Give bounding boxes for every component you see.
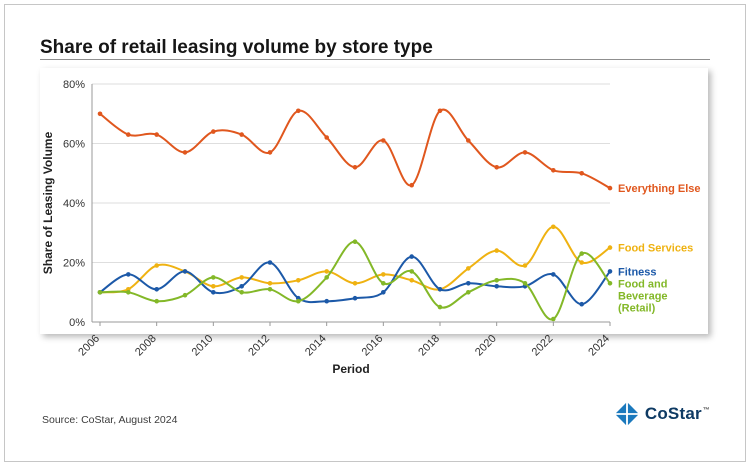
- x-tick-label: 2018: [416, 333, 442, 359]
- series-point-everything-else: [466, 138, 471, 143]
- series-point-food-services: [466, 266, 471, 271]
- series-point-fitness: [154, 287, 159, 292]
- y-tick-label: 0%: [69, 317, 85, 329]
- source-note: Source: CoStar, August 2024: [42, 414, 178, 426]
- series-point-food-and-beverage-retail: [324, 275, 330, 280]
- series-point-food-services: [352, 281, 358, 286]
- series-point-everything-else: [381, 138, 386, 143]
- series-point-food-and-beverage-retail: [211, 275, 216, 280]
- y-tick-label: 60%: [63, 139, 85, 151]
- series-point-food-and-beverage-retail: [296, 298, 301, 304]
- series-point-fitness: [607, 269, 613, 274]
- series-line-everything-else: [99, 108, 611, 189]
- x-tick-label: 2014: [303, 333, 329, 359]
- series-point-food-services: [607, 245, 613, 250]
- series-point-food-and-beverage-retail: [352, 239, 358, 244]
- series-point-food-and-beverage-retail: [154, 298, 159, 304]
- series-point-everything-else: [97, 111, 103, 117]
- series-point-fitness: [551, 272, 556, 277]
- series-point-fitness: [352, 295, 358, 301]
- y-tick-label: 80%: [63, 79, 85, 91]
- series-point-food-services: [494, 248, 500, 253]
- series-point-everything-else: [551, 168, 556, 173]
- series-point-food-and-beverage-retail: [182, 292, 188, 298]
- series-point-everything-else: [522, 150, 528, 155]
- series-point-food-services: [324, 269, 330, 274]
- series-point-food-services: [522, 263, 528, 268]
- x-tick-label: 2024: [586, 333, 612, 359]
- series-point-food-and-beverage-retail: [267, 287, 273, 292]
- x-tick-label: 2006: [76, 333, 102, 359]
- series-point-food-and-beverage-retail: [522, 281, 528, 286]
- x-tick-label: 2016: [360, 333, 386, 359]
- series-point-everything-else: [154, 132, 159, 137]
- series-point-food-and-beverage-retail: [381, 281, 386, 286]
- series-point-food-services: [381, 272, 386, 277]
- series-label-food-and-beverage-retail: Food and Beverage (Retail): [618, 278, 668, 314]
- series-point-food-and-beverage-retail: [579, 251, 584, 256]
- series-label-food-services: Food Services: [618, 243, 693, 255]
- series-point-food-and-beverage-retail: [494, 278, 500, 283]
- series-point-fitness: [239, 284, 244, 289]
- series-point-everything-else: [494, 165, 500, 170]
- x-tick-label: 2010: [190, 333, 216, 359]
- series-point-food-services: [296, 278, 301, 283]
- series-point-fitness: [182, 269, 188, 274]
- y-axis-title: Share of Leasing Volume: [41, 131, 55, 274]
- series-point-food-and-beverage-retail: [409, 269, 415, 274]
- series-point-food-and-beverage-retail: [466, 290, 471, 295]
- series-point-fitness: [324, 298, 330, 304]
- costar-logo: CoStar™: [615, 402, 710, 426]
- series-point-everything-else: [239, 132, 244, 137]
- series-point-fitness: [409, 254, 415, 259]
- series-point-everything-else: [437, 108, 443, 114]
- series-point-food-and-beverage-retail: [239, 290, 244, 295]
- series-point-food-and-beverage-retail: [126, 290, 131, 295]
- series-point-fitness: [437, 287, 443, 292]
- series-point-fitness: [267, 260, 273, 265]
- series-point-food-and-beverage-retail: [437, 304, 443, 310]
- x-tick-label: 2008: [133, 333, 159, 359]
- page-title: Share of retail leasing volume by store …: [40, 36, 433, 58]
- title-divider: [40, 59, 710, 60]
- series-point-food-and-beverage-retail: [97, 290, 103, 295]
- y-tick-label: 40%: [63, 198, 85, 210]
- x-tick-label: 2012: [246, 333, 272, 359]
- series-point-food-services: [154, 263, 159, 268]
- trademark-symbol: ™: [702, 407, 710, 415]
- series-point-everything-else: [296, 108, 301, 114]
- series-point-fitness: [466, 281, 471, 286]
- series-point-food-services: [211, 284, 216, 289]
- series-point-fitness: [211, 290, 216, 295]
- series-point-everything-else: [607, 185, 613, 191]
- series-point-fitness: [126, 272, 131, 277]
- costar-logo-text: CoStar™: [644, 404, 710, 423]
- series-point-food-and-beverage-retail: [607, 281, 613, 286]
- x-tick-label: 2020: [473, 333, 499, 359]
- series-point-food-services: [267, 281, 273, 286]
- x-axis-title: Period: [332, 362, 369, 376]
- series-point-everything-else: [352, 165, 358, 170]
- series-label-everything-else: Everything Else: [618, 183, 701, 195]
- series-point-everything-else: [211, 129, 216, 134]
- line-chart: 0% 20% 40% 60% 80% 2006 2008 2010 2012 2014 2016 20…: [41, 79, 701, 376]
- series-point-food-services: [579, 260, 584, 265]
- series-point-food-and-beverage-retail: [551, 316, 556, 322]
- series-label-fitness: Fitness: [618, 266, 657, 278]
- series-point-everything-else: [182, 150, 188, 155]
- series-point-fitness: [494, 284, 500, 289]
- y-tick-label: 20%: [63, 258, 85, 270]
- series-point-everything-else: [126, 132, 131, 137]
- series-point-food-services: [551, 224, 556, 230]
- series-point-everything-else: [409, 182, 415, 188]
- series-point-fitness: [579, 301, 584, 307]
- series-point-food-services: [409, 278, 415, 283]
- series-point-everything-else: [324, 135, 330, 140]
- series-point-everything-else: [579, 171, 584, 176]
- series-point-fitness: [381, 290, 386, 295]
- series-point-everything-else: [267, 150, 273, 155]
- series-point-food-services: [239, 275, 244, 280]
- x-tick-label: 2022: [530, 333, 556, 359]
- costar-pinwheel-icon: [615, 402, 638, 426]
